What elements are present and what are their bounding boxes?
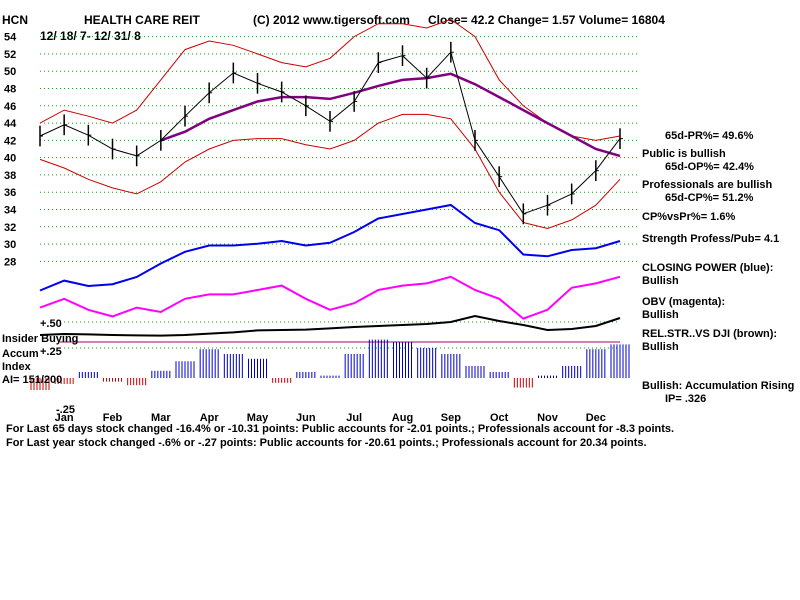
strength-ratio: Strength Profess/Pub= 4.1 [642, 233, 780, 245]
y-tick-label: 36 [4, 187, 16, 199]
month-label: Jul [346, 412, 362, 424]
y-tick-label: 44 [4, 118, 17, 130]
quote-line: Close= 42.2 Change= 1.57 Volume= 16804 [428, 13, 665, 27]
month-label: Jan [55, 412, 74, 424]
date-range: 12/ 18/ 7- 12/ 31/ 8 [40, 29, 141, 43]
series-upper-band [39, 18, 621, 141]
y-tick-label: 30 [4, 239, 16, 251]
month-label: Oct [490, 412, 509, 424]
month-label: Mar [151, 412, 171, 424]
ticker: HCN [2, 13, 28, 27]
y-tick-label: 46 [4, 101, 16, 113]
accumulation-bars [30, 339, 630, 390]
y-tick-label: 34 [4, 205, 17, 217]
ip-value: IP= .326 [665, 393, 707, 405]
month-label: May [247, 412, 269, 424]
y-tick-label: 38 [4, 170, 16, 182]
accumulation-status: Bullish: Accumulation Rising [642, 380, 795, 392]
series-moving-average [160, 72, 621, 158]
y-tick-label: 40 [4, 153, 16, 165]
chart-series [39, 18, 623, 337]
obv-value: Bullish [642, 309, 679, 321]
y-axis-labels: 54 52 50 48 46 44 42 40 38 36 34 32 30 28 [4, 32, 17, 269]
month-label: Feb [103, 412, 123, 424]
closing-power-label: CLOSING POWER (blue): [642, 262, 774, 274]
insider-buying-label: Insider Buying [2, 333, 79, 345]
company-name: HEALTH CARE REIT [84, 13, 200, 27]
relstr-label: REL.STR..VS DJI (brown): [642, 328, 778, 340]
label-plus-25: +.25 [40, 346, 62, 358]
copyright: (C) 2012 www.tigersoft.com [253, 13, 410, 27]
y-tick-label: 50 [4, 66, 16, 78]
cp-value: 65d-CP%= 51.2% [665, 192, 754, 204]
closing-power-value: Bullish [642, 275, 679, 287]
month-label: Sep [441, 412, 461, 424]
x-axis-labels: Jan Feb Mar Apr May Jun Jul Aug Sep Oct Nov Dec [55, 412, 606, 424]
y-tick-label: 48 [4, 84, 16, 96]
month-label: Aug [392, 412, 413, 424]
pr-value: 65d-PR%= 49.6% [665, 130, 754, 142]
y-tick-label: 52 [4, 49, 16, 61]
series-relative-strength [39, 314, 621, 337]
ai-value: AI= 151/200 [2, 374, 63, 386]
month-label: Apr [200, 412, 220, 424]
y-tick-label: 42 [4, 135, 16, 147]
professionals-status: Professionals are bullish [642, 179, 773, 191]
label-minus-25: -.25 [56, 404, 75, 416]
month-label: Nov [537, 412, 559, 424]
series-obv [39, 275, 621, 320]
accum-label: Accum [2, 348, 39, 360]
series-closing-power [39, 203, 621, 292]
public-status: Public is bullish [642, 148, 726, 160]
month-label: Dec [586, 412, 606, 424]
op-value: 65d-OP%= 42.4% [665, 161, 754, 173]
relstr-value: Bullish [642, 341, 679, 353]
footer-line-65d: For Last 65 days stock changed -16.4% or… [6, 423, 675, 435]
y-tick-label: 54 [4, 32, 17, 44]
cp-vs-pr: CP%vsPr%= 1.6% [642, 211, 736, 223]
month-label: Jun [296, 412, 316, 424]
footer-line-year: For Last year stock changed -.6% or -.27… [6, 437, 647, 449]
index-label: Index [2, 361, 31, 373]
obv-label: OBV (magenta): [642, 296, 726, 308]
series-price-line [39, 51, 621, 215]
y-tick-label: 28 [4, 256, 16, 268]
label-plus-50: +.50 [40, 318, 62, 330]
y-tick-label: 32 [4, 222, 16, 234]
